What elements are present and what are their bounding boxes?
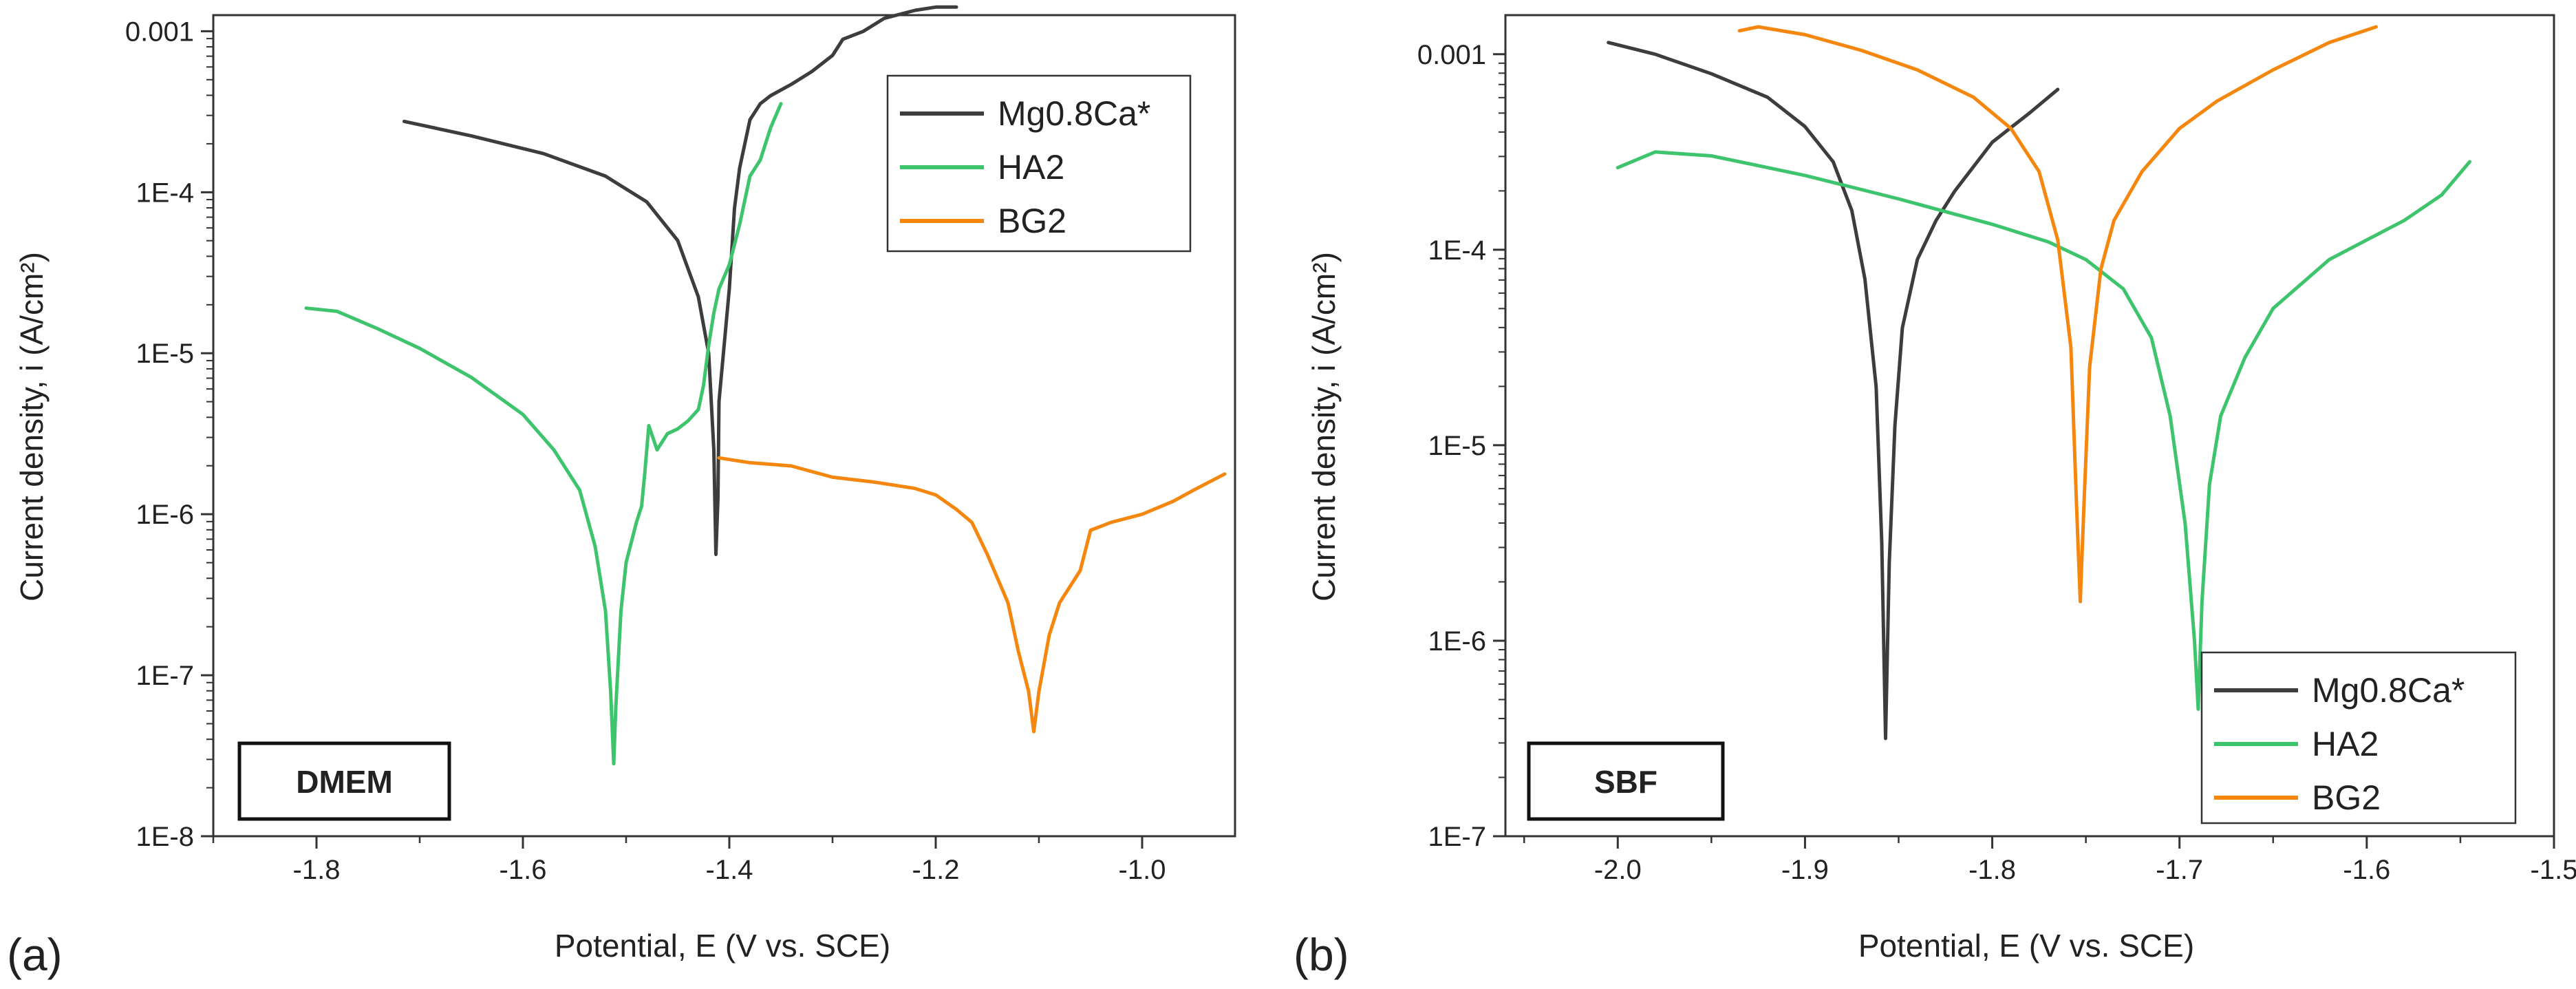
legend-box [2200, 651, 2517, 825]
medium-label-box [237, 741, 451, 821]
x-tick-label: -1.6 [2343, 855, 2390, 885]
y-tick-label: 1E-7 [136, 661, 195, 691]
plot-frame [212, 14, 1236, 838]
legend: Mg0.8Ca* HA2 BG2 [2200, 651, 2517, 825]
x-ticks: -1.8 -1.6 -1.4 -1.2 -1.0 [212, 836, 1166, 885]
y-tick-label: 0.001 [1417, 40, 1486, 70]
panel-label: (b) [1294, 929, 1349, 980]
medium-label: DMEM [237, 741, 451, 821]
x-axis-label: Potential, E (V vs. SCE) [555, 928, 890, 964]
y-tick-label: 1E-4 [1428, 235, 1487, 266]
x-tick-label: -1.5 [2531, 855, 2576, 885]
legend-entry: HA2 [998, 148, 1064, 187]
x-tick-label: -1.2 [912, 855, 960, 885]
x-ticks: -2.0 -1.9 -1.8 -1.7 -1.6 -1.5 [1523, 836, 2576, 885]
panel-label: (a) [7, 929, 63, 980]
medium-label-box [1527, 741, 1725, 821]
y-tick-label: 1E-6 [136, 500, 195, 530]
y-tick-label: 1E-5 [136, 339, 195, 369]
chart-panel-a: -1.8 -1.6 -1.4 -1.2 -1.0 1E-8 1E-7 1E-6 1E-5 1E-4… [7, 5, 1236, 980]
y-tick-label: 0.001 [125, 17, 194, 47]
x-tick-label: -2.0 [1594, 855, 1642, 885]
series-line-bg [1737, 25, 2378, 604]
series-line-ha [304, 102, 783, 766]
x-axis-label: Potential, E (V vs. SCE) [1858, 928, 2194, 964]
plot-frame [1504, 14, 2555, 838]
chart-panel-b: -2.0 -1.9 -1.8 -1.7 -1.6 -1.5 1E-7 1E-6 1E-5 1E-4… [1294, 14, 2576, 980]
legend-entry: HA2 [2312, 725, 2379, 763]
y-tick-label: 1E-6 [1428, 626, 1487, 657]
y-ticks: 1E-8 1E-7 1E-6 1E-5 1E-4 0.001 [125, 17, 213, 852]
legend-entry: BG2 [998, 202, 1066, 240]
x-tick-label: -1.9 [1781, 855, 1829, 885]
medium-label-text: SBF [1594, 764, 1657, 800]
legend-entry: BG2 [2312, 778, 2381, 817]
y-axis-label: Current density, i (A/cm²) [14, 252, 50, 602]
y-tick-label: 1E-4 [136, 178, 195, 208]
legend-entry: Mg0.8Ca* [2312, 671, 2465, 710]
x-tick-label: -1.4 [706, 855, 753, 885]
x-tick-label: -1.7 [2156, 855, 2203, 885]
y-tick-label: 1E-7 [1428, 822, 1487, 852]
x-tick-label: -1.8 [1968, 855, 2016, 885]
medium-label-text: DMEM [296, 764, 393, 800]
y-axis-label: Current density, i (A/cm²) [1306, 252, 1342, 602]
series-line-ha [1616, 150, 2471, 711]
series-line-mg [1607, 41, 2060, 741]
x-tick-label: -1.0 [1119, 855, 1166, 885]
x-tick-label: -1.8 [293, 855, 341, 885]
series-line-bg [717, 456, 1227, 734]
y-tick-label: 1E-5 [1428, 431, 1487, 461]
y-ticks: 1E-7 1E-6 1E-5 1E-4 0.001 [1417, 40, 1505, 852]
y-tick-label: 1E-8 [136, 822, 195, 852]
x-tick-label: -1.6 [500, 855, 547, 885]
series-line-mg [402, 5, 958, 557]
legend: Mg0.8Ca* HA2 BG2 [886, 74, 1192, 253]
legend-entry: Mg0.8Ca* [998, 94, 1150, 133]
medium-label: SBF [1527, 741, 1725, 821]
